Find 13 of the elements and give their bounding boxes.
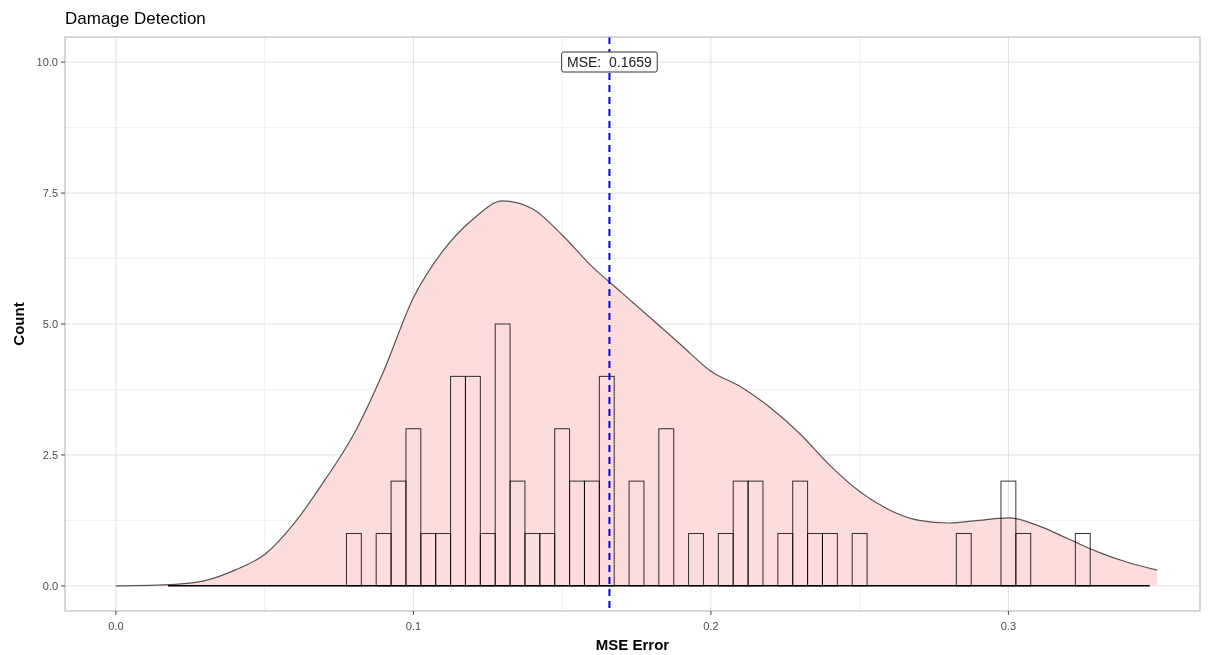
ref-line-label: MSE: 0.1659 — [567, 54, 653, 70]
y-tick-label: 7.5 — [42, 187, 58, 200]
y-tick-label: 10.0 — [36, 56, 58, 69]
y-axis-title: Count — [10, 302, 27, 346]
chart-title: Damage Detection — [65, 9, 206, 28]
y-tick-label: 0.0 — [42, 579, 58, 592]
x-tick-label: 0.1 — [405, 620, 422, 632]
x-tick-label: 0.3 — [1000, 620, 1017, 632]
y-tick-label: 2.5 — [42, 448, 58, 461]
x-tick-label: 0.2 — [703, 620, 719, 632]
y-tick-label: 5.0 — [42, 318, 58, 330]
x-axis-title: MSE Error — [595, 636, 670, 653]
x-tick-label: 0.0 — [108, 620, 124, 632]
